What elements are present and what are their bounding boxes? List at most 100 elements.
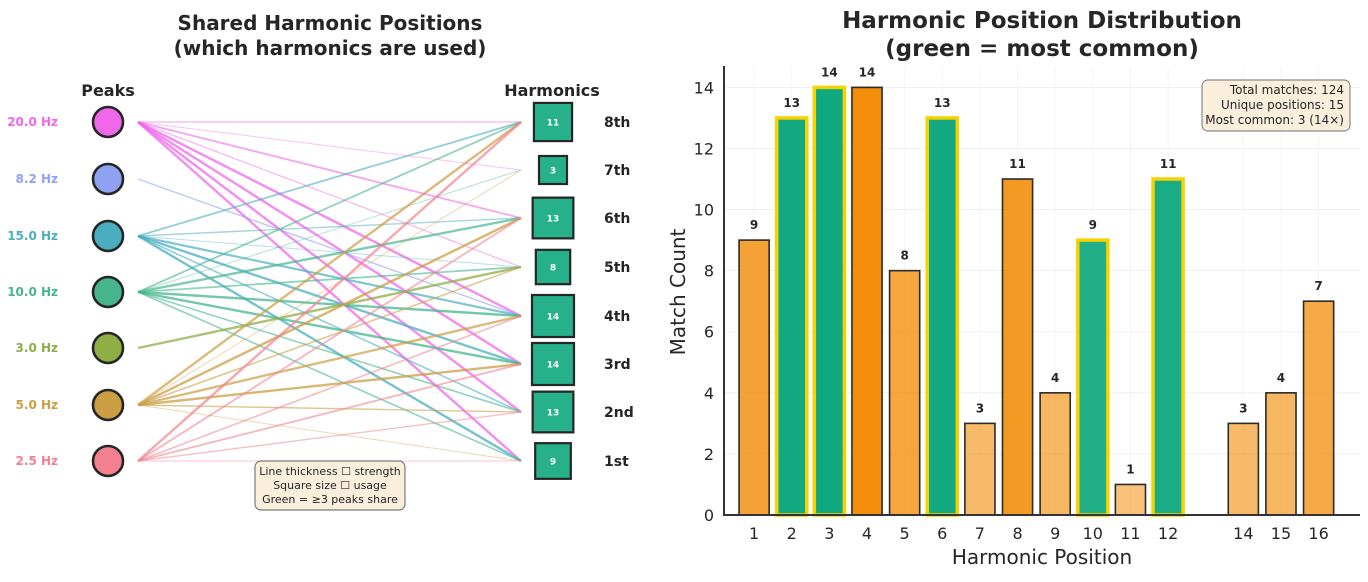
bar-chart-panel: Harmonic Position Distribution (green = … <box>666 8 1360 569</box>
bar-value-label: 9 <box>750 218 758 232</box>
edge-150Hz-8th <box>137 121 522 237</box>
x-tick-label: 4 <box>862 524 872 543</box>
edge-200Hz-3rd <box>137 120 522 366</box>
peak-label: 3.0 Hz <box>16 341 58 355</box>
edge-200Hz-6th <box>137 121 522 219</box>
harmonic-square <box>530 341 576 387</box>
y-tick-labels: 0 2 4 6 8 10 12 14 <box>694 78 714 525</box>
harmonic-label: 4th <box>604 309 630 325</box>
bar-value-label: 9 <box>1089 218 1097 232</box>
network-title-line1: Shared Harmonic Positions <box>178 11 483 35</box>
harmonic-label: 8th <box>604 115 630 131</box>
stats-box: Total matches: 124 Unique positions: 15 … <box>1201 79 1351 132</box>
edge-50Hz-4th <box>137 314 522 407</box>
y-tick-label: 8 <box>704 262 714 281</box>
edge-50Hz-8th <box>137 121 522 406</box>
bar-value-label: 11 <box>1160 157 1177 171</box>
y-tick-label: 10 <box>694 201 714 220</box>
bar-value-label: 8 <box>900 249 908 263</box>
bar-harmonic-4 <box>851 86 883 516</box>
bar-value-label: 1 <box>1126 462 1134 476</box>
bar-harmonic-12 <box>1151 177 1185 517</box>
x-tick-label: 12 <box>1158 524 1178 543</box>
harmonic-count: 8 <box>550 264 556 274</box>
stats-total-matches: Total matches: 124 <box>1229 83 1344 97</box>
harmonic-square <box>532 101 574 143</box>
x-tick-label: 16 <box>1308 524 1328 543</box>
harmonic-label: 7th <box>604 163 630 179</box>
y-tick-label: 4 <box>704 384 714 403</box>
stats-box-frame <box>1201 79 1351 132</box>
bar-value-label: 13 <box>783 96 800 110</box>
edge-25Hz-6th <box>137 217 522 462</box>
bar-harmonic-6 <box>925 116 960 517</box>
peak-label: 10.0 Hz <box>7 285 58 299</box>
y-tick-label: 14 <box>694 78 714 97</box>
harmonic-label: 3rd <box>604 357 631 373</box>
y-tick-label: 0 <box>704 506 714 525</box>
edge-25Hz-8th <box>137 121 522 462</box>
peak-nodes: 20.0 Hz 8.2 Hz 15.0 Hz 10.0 Hz 3.0 Hz 5.0 Hz 2… <box>7 105 125 478</box>
bar-harmonic-2 <box>774 116 809 517</box>
edge-150Hz-4th <box>137 234 522 318</box>
edge-100Hz-1st <box>137 291 522 462</box>
edge-25Hz-3rd <box>137 363 522 462</box>
chart-axes <box>723 66 1360 516</box>
bar-value-label: 3 <box>1239 401 1247 415</box>
edge-50Hz-2nd <box>137 404 522 413</box>
peaks-header: Peaks <box>81 81 135 100</box>
edge-150Hz-6th <box>137 217 522 237</box>
harmonic-count: 14 <box>547 313 560 323</box>
peak-label: 8.2 Hz <box>16 172 58 186</box>
edge-150Hz-2nd <box>137 235 522 413</box>
edge-50Hz-5th <box>137 266 522 406</box>
y-tick-label: 2 <box>704 445 714 464</box>
edge-25Hz-4th <box>137 315 522 462</box>
harmonic-count: 9 <box>550 458 556 468</box>
peak-node <box>91 162 125 196</box>
stats-unique-positions: Unique positions: 15 <box>1221 98 1344 112</box>
harmonic-square <box>537 154 569 186</box>
harmonic-count: 11 <box>547 119 560 129</box>
peak-node <box>91 331 125 365</box>
bar-harmonic-16 <box>1302 300 1335 516</box>
x-tick-label: 1 <box>749 524 759 543</box>
y-axis-label: Match Count <box>666 228 690 355</box>
x-axis-label: Harmonic Position <box>952 545 1132 569</box>
chart-subtitle: (green = most common) <box>885 36 1199 62</box>
edge-100Hz-4th <box>137 290 522 318</box>
edge-200Hz-4th <box>137 120 522 318</box>
peak-node <box>91 275 125 309</box>
x-tick-label: 7 <box>975 524 985 543</box>
peak-label: 2.5 Hz <box>16 454 58 468</box>
bar-harmonic-5 <box>888 269 921 516</box>
network-legend: Line thickness ☐ strength Square size ☐ … <box>254 460 406 511</box>
bar-harmonic-9 <box>1039 392 1072 516</box>
harmonic-square <box>530 293 576 339</box>
edge-100Hz-5th <box>137 266 522 293</box>
harmonic-label: 5th <box>604 260 630 276</box>
bar-value-label: 4 <box>1277 371 1285 385</box>
edge-50Hz-1st <box>137 404 522 462</box>
harmonic-label: 1st <box>604 454 629 470</box>
bar-value-label: 13 <box>934 96 951 110</box>
peak-node <box>91 105 125 139</box>
network-edges <box>137 120 522 463</box>
x-tick-label: 15 <box>1271 524 1291 543</box>
network-legend-line3: Green = ≥3 peaks share <box>262 493 398 506</box>
y-tick-label: 6 <box>704 323 714 342</box>
peak-node <box>91 219 125 253</box>
network-legend-line2: Square size ☐ usage <box>273 479 387 492</box>
bar-value-label: 14 <box>859 65 876 79</box>
edge-200Hz-7th <box>137 121 522 171</box>
peak-node <box>91 444 125 478</box>
bar-harmonic-15 <box>1265 392 1297 516</box>
edge-100Hz-8th <box>137 121 522 293</box>
peak-label: 5.0 Hz <box>16 398 58 412</box>
bar-value-label: 3 <box>976 401 984 415</box>
edge-100Hz-2nd <box>137 291 522 413</box>
edge-100Hz-6th <box>137 216 522 294</box>
peak-label: 20.0 Hz <box>7 115 58 129</box>
